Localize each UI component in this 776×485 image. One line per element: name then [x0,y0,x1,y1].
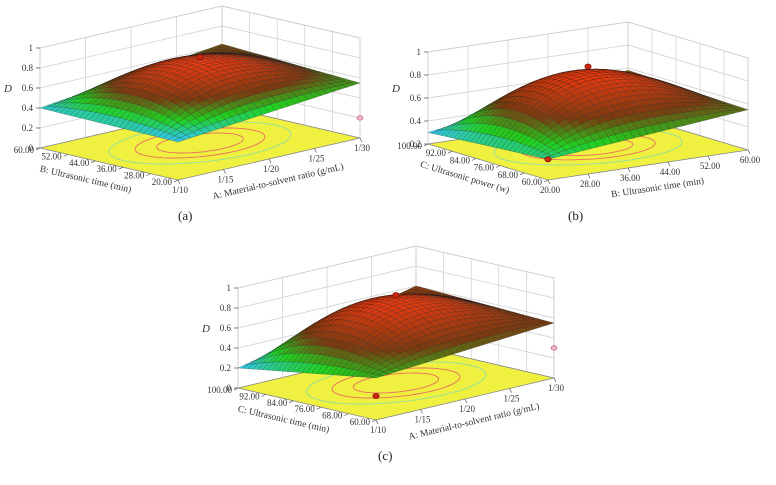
y-tick [289,401,293,403]
x-tick-label: 1/30 [548,383,565,393]
x-tick [708,156,710,160]
y-tick-label: 52.00 [41,151,62,161]
y-tick [119,167,123,169]
z-axis-label: D [3,83,12,95]
x-tick [588,174,590,178]
y-tick [174,180,178,182]
x-tick [360,138,362,142]
x-tick-label: 60.00 [740,155,761,165]
y-tick-label: 84.00 [267,398,288,408]
y-tick [91,161,95,163]
z-tick-label: 1 [417,47,422,57]
z-axis-label: D [391,83,400,95]
y-tick-label: 100.00 [207,385,232,395]
design-point-below [551,346,557,350]
design-point-below [357,116,363,120]
x-tick-label: 1/15 [414,415,431,425]
x-tick-label: 1/15 [217,175,234,185]
z-tick-label: 0.2 [22,123,33,133]
design-point-above [393,292,399,297]
y-tick [472,158,476,160]
z-tick-label: 0.4 [220,343,232,353]
x-tick-label: 1/30 [354,143,371,153]
y-tick-label: 76.00 [295,404,316,414]
x-tick [178,180,180,184]
y-tick-label: 68.00 [498,170,519,180]
y-tick-label: 60.00 [522,177,543,187]
y-tick-label: 60.00 [350,417,371,427]
z-tick-label: 0.4 [410,116,422,126]
y-tick-label: 68.00 [322,411,343,421]
y-tick [448,151,452,153]
x-tick-label: 28.00 [580,179,601,189]
y-tick-label: 20.00 [152,177,173,187]
z-tick-label: 0.6 [410,93,422,103]
x-tick [510,389,512,393]
z-tick-label: 0.8 [220,303,232,313]
y-tick-label: 92.00 [426,148,447,158]
x-tick [315,149,317,153]
z-tick-label: 1 [227,283,232,293]
x-tick-label: 1/10 [370,425,387,435]
x-tick-label: 52.00 [700,161,721,171]
y-axis-label: B: Ultrasonic time (min) [39,164,133,196]
z-tick-label: 1 [29,43,34,53]
panel-label-a: (a) [178,208,192,224]
y-tick [544,180,548,182]
x-tick [748,150,750,154]
z-tick-label: 0.6 [22,83,34,93]
y-tick [372,420,376,422]
z-tick-label: 0.8 [22,63,34,73]
x-tick-label: 1/20 [263,164,280,174]
x-tick-label: 1/10 [172,185,189,195]
x-tick [376,420,378,424]
x-tick-label: 44.00 [660,167,681,177]
x-tick-label: 1/20 [459,404,476,414]
y-tick-label: 100.00 [397,141,422,151]
design-point-above [585,64,591,69]
y-tick [344,414,348,416]
y-tick-label: 44.00 [69,158,90,168]
z-tick-label: 0.8 [410,70,422,80]
x-tick [554,378,556,382]
y-tick [146,174,150,176]
design-point-above [545,157,551,162]
y-tick [496,166,500,168]
design-point-above [197,54,203,59]
x-tick-label: 1/25 [308,154,325,164]
x-tick [668,162,670,166]
design-point-above [373,393,379,398]
x-tick [628,168,630,172]
y-axis-label: C: Ultrasonic time (min) [237,404,331,436]
x-tick-label: 1/25 [503,394,520,404]
y-tick [520,173,524,175]
x-tick [269,159,271,163]
y-tick-label: 84.00 [450,155,471,165]
x-tick [548,180,550,184]
panel-label-c: (c) [378,448,392,464]
panel-label-b: (b) [568,208,583,224]
y-tick [64,154,68,156]
x-tick-label: 20.00 [540,185,561,195]
y-tick-label: 76.00 [474,163,495,173]
y-tick-label: 92.00 [239,391,260,401]
x-tick [224,170,226,174]
y-tick [262,394,266,396]
y-tick [317,407,321,409]
x-tick [421,410,423,414]
z-axis-label: D [201,323,210,335]
x-tick-label: 36.00 [620,173,641,183]
x-tick [465,399,467,403]
z-tick-label: 0.6 [220,323,232,333]
y-tick-label: 60.00 [14,145,35,155]
z-tick-label: 0.4 [22,103,34,113]
y-tick-label: 28.00 [124,171,145,181]
surface-plot-1: 0.20.40.60.81D20.0028.0036.0044.0052.006… [391,22,761,200]
z-tick-label: 0.2 [220,363,231,373]
y-tick-label: 36.00 [97,164,118,174]
